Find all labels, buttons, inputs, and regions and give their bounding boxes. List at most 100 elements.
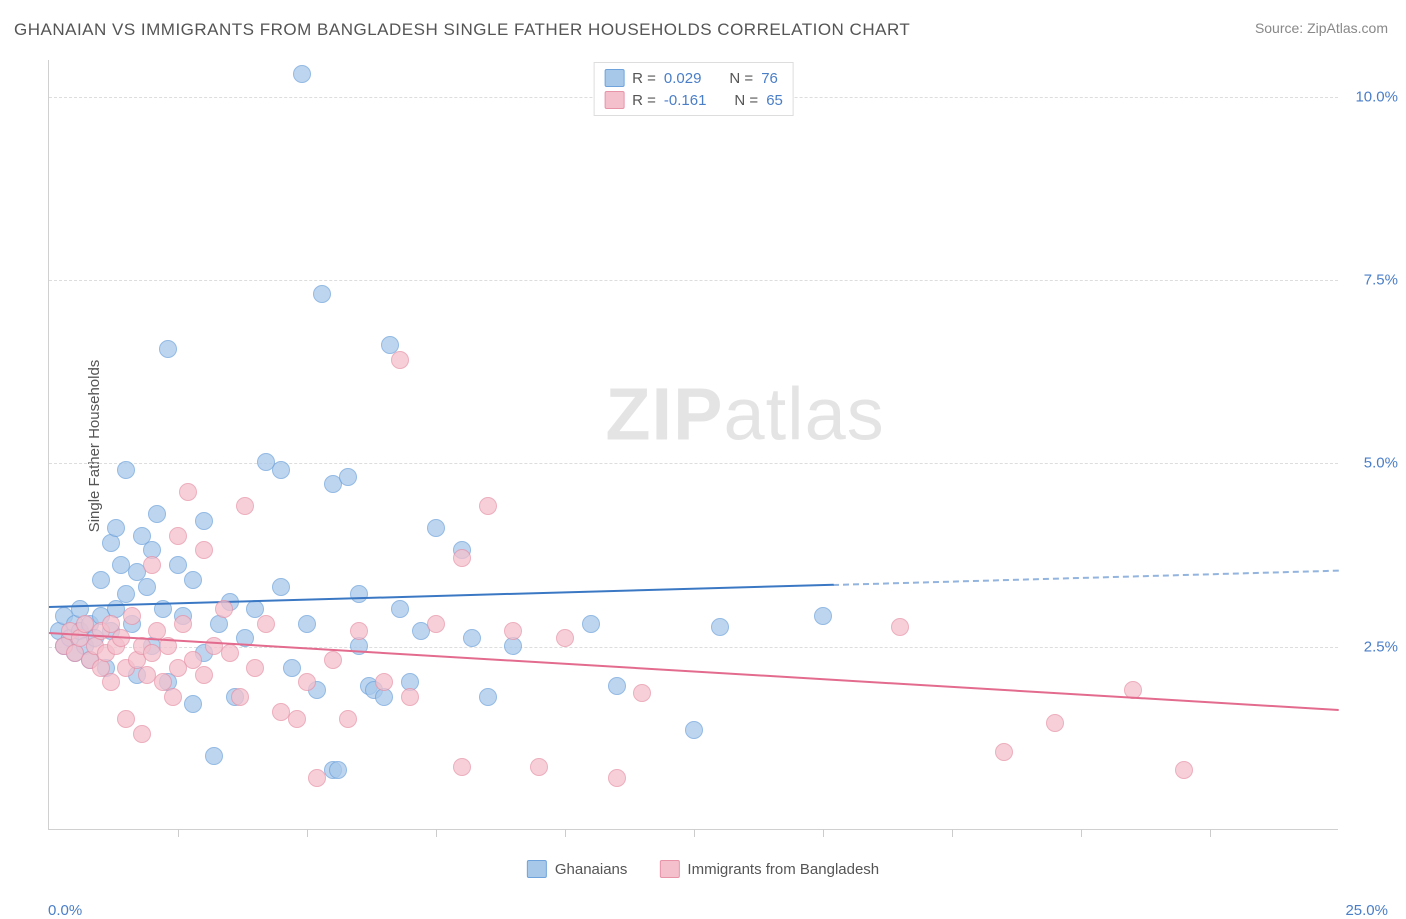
y-tick-label: 2.5% [1364, 638, 1398, 655]
legend-r-label: R = [632, 70, 656, 87]
scatter-point [401, 688, 419, 706]
x-axis-min-label: 0.0% [48, 902, 82, 919]
x-tick [1210, 829, 1211, 837]
scatter-point [608, 677, 626, 695]
scatter-point [221, 644, 239, 662]
plot-area: ZIPatlas R = 0.029 N = 76R = -0.161 N = 65… [48, 60, 1338, 830]
gridline [49, 280, 1338, 281]
scatter-point [1046, 714, 1064, 732]
legend-series-item: Immigrants from Bangladesh [659, 860, 879, 878]
scatter-point [391, 600, 409, 618]
scatter-point [324, 651, 342, 669]
legend-swatch [604, 69, 624, 87]
scatter-point [350, 585, 368, 603]
legend-n-label: N = [734, 92, 758, 109]
chart-title: GHANAIAN VS IMMIGRANTS FROM BANGLADESH S… [14, 20, 910, 40]
legend-swatch [527, 860, 547, 878]
scatter-point [117, 585, 135, 603]
scatter-point [350, 622, 368, 640]
scatter-point [608, 769, 626, 787]
legend-correlation-box: R = 0.029 N = 76R = -0.161 N = 65 [593, 62, 794, 116]
scatter-point [236, 497, 254, 515]
scatter-point [138, 578, 156, 596]
y-tick-label: 7.5% [1364, 272, 1398, 289]
scatter-point [257, 615, 275, 633]
scatter-point [231, 688, 249, 706]
scatter-point [814, 607, 832, 625]
scatter-point [195, 666, 213, 684]
legend-swatch [604, 91, 624, 109]
scatter-point [174, 615, 192, 633]
scatter-point [339, 468, 357, 486]
scatter-point [1175, 761, 1193, 779]
scatter-point [995, 743, 1013, 761]
scatter-point [283, 659, 301, 677]
scatter-point [375, 673, 393, 691]
scatter-point [117, 710, 135, 728]
x-axis-max-label: 25.0% [1345, 902, 1388, 919]
scatter-point [159, 340, 177, 358]
legend-n-value: 65 [766, 92, 783, 109]
scatter-point [329, 761, 347, 779]
scatter-point [133, 725, 151, 743]
scatter-point [463, 629, 481, 647]
legend-series-label: Ghanaians [555, 861, 628, 878]
y-tick-label: 10.0% [1355, 88, 1398, 105]
scatter-point [891, 618, 909, 636]
scatter-point [164, 688, 182, 706]
scatter-point [339, 710, 357, 728]
scatter-point [711, 618, 729, 636]
x-tick [307, 829, 308, 837]
scatter-point [107, 519, 125, 537]
scatter-point [215, 600, 233, 618]
legend-swatch [659, 860, 679, 878]
legend-series-label: Immigrants from Bangladesh [687, 861, 879, 878]
scatter-point [453, 549, 471, 567]
scatter-point [530, 758, 548, 776]
scatter-point [685, 721, 703, 739]
legend-series-item: Ghanaians [527, 860, 628, 878]
scatter-point [453, 758, 471, 776]
trend-line [833, 570, 1339, 586]
scatter-point [169, 527, 187, 545]
scatter-point [313, 285, 331, 303]
legend-correlation-row: R = -0.161N = 65 [604, 89, 783, 111]
scatter-point [272, 578, 290, 596]
scatter-point [195, 541, 213, 559]
x-tick [1081, 829, 1082, 837]
watermark: ZIPatlas [605, 371, 884, 456]
scatter-point [143, 556, 161, 574]
scatter-point [288, 710, 306, 728]
scatter-point [117, 461, 135, 479]
scatter-point [556, 629, 574, 647]
scatter-point [179, 483, 197, 501]
scatter-point [246, 659, 264, 677]
scatter-point [504, 622, 522, 640]
legend-series: Ghanaians Immigrants from Bangladesh [527, 860, 879, 878]
scatter-point [427, 519, 445, 537]
chart-container: GHANAIAN VS IMMIGRANTS FROM BANGLADESH S… [0, 0, 1406, 892]
legend-correlation-row: R = 0.029 N = 76 [604, 67, 783, 89]
x-tick [694, 829, 695, 837]
scatter-point [391, 351, 409, 369]
x-tick [952, 829, 953, 837]
scatter-point [272, 461, 290, 479]
legend-r-value: 0.029 [664, 70, 702, 87]
scatter-point [298, 673, 316, 691]
scatter-point [102, 673, 120, 691]
x-tick [436, 829, 437, 837]
legend-r-value: -0.161 [664, 92, 707, 109]
scatter-point [205, 747, 223, 765]
scatter-point [293, 65, 311, 83]
scatter-point [184, 571, 202, 589]
scatter-point [582, 615, 600, 633]
x-tick [823, 829, 824, 837]
scatter-point [633, 684, 651, 702]
legend-n-label: N = [729, 70, 753, 87]
scatter-point [148, 505, 166, 523]
scatter-point [169, 556, 187, 574]
scatter-point [427, 615, 445, 633]
gridline [49, 463, 1338, 464]
legend-n-value: 76 [761, 70, 778, 87]
x-tick [565, 829, 566, 837]
